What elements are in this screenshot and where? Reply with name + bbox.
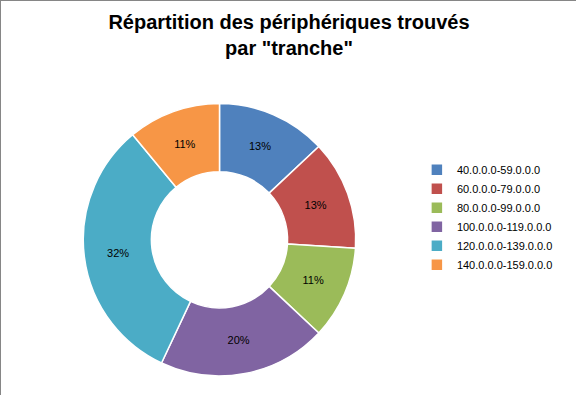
svg-text:80.0.0.0-99.0.0.0: 80.0.0.0-99.0.0.0	[457, 202, 540, 214]
svg-text:11%: 11%	[174, 138, 195, 150]
svg-text:13%: 13%	[305, 199, 327, 211]
svg-text:140.0.0.0-159.0.0.0: 140.0.0.0-159.0.0.0	[457, 259, 552, 271]
svg-text:Répartition des périphériques: Répartition des périphériques trouvéspar…	[108, 11, 469, 59]
svg-text:11%: 11%	[303, 274, 324, 286]
svg-text:13%: 13%	[249, 140, 271, 152]
svg-text:32%: 32%	[107, 247, 129, 259]
svg-text:40.0.0.0-59.0.0.0: 40.0.0.0-59.0.0.0	[457, 164, 540, 176]
svg-text:100.0.0.0-119.0.0.0: 100.0.0.0-119.0.0.0	[457, 221, 552, 233]
svg-text:20%: 20%	[228, 334, 250, 346]
svg-text:60.0.0.0-79.0.0.0: 60.0.0.0-79.0.0.0	[457, 183, 540, 195]
svg-text:120.0.0.0-139.0.0.0: 120.0.0.0-139.0.0.0	[457, 240, 552, 252]
